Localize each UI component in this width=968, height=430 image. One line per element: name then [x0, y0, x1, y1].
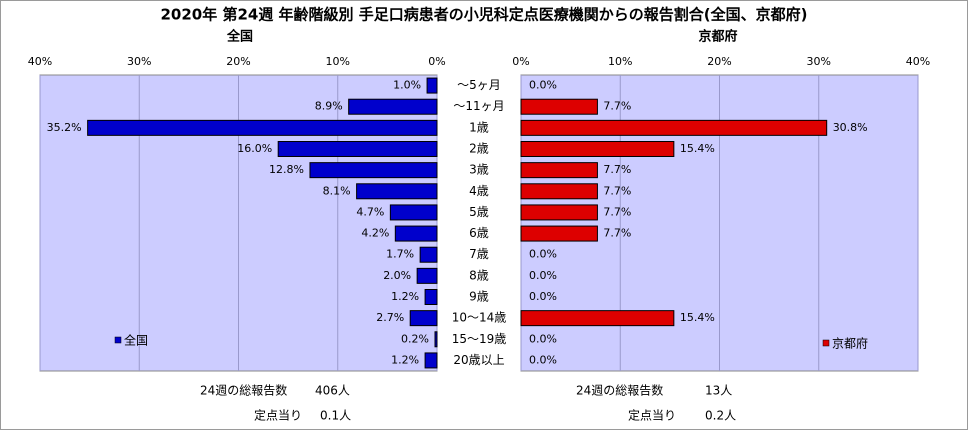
- tick-label-national: 20%: [226, 55, 250, 68]
- category-label: 15～19歳: [452, 332, 507, 346]
- category-label: 4歳: [469, 184, 489, 198]
- legend-label-kyoto: 京都府: [832, 336, 868, 351]
- category-label: 10～14歳: [452, 311, 507, 325]
- value-label-national: 4.2%: [361, 227, 389, 240]
- bar-national: [356, 183, 438, 200]
- category-label: 5歳: [469, 205, 489, 219]
- bar-kyoto: [520, 141, 675, 157]
- value-label-kyoto: 0.0%: [529, 269, 557, 282]
- value-label-kyoto: 0.0%: [529, 353, 557, 366]
- bar-national: [434, 331, 438, 348]
- bar-national: [424, 289, 438, 305]
- kyoto-per-label: 定点当り: [628, 408, 676, 423]
- value-label-national: 2.0%: [383, 269, 411, 282]
- bar-kyoto: [520, 98, 598, 115]
- legend-swatch-kyoto: [822, 339, 830, 347]
- tick-label-national: 10%: [326, 55, 350, 68]
- bar-national: [416, 267, 438, 284]
- bar-national: [87, 119, 438, 136]
- value-label-national: 16.0%: [237, 142, 272, 155]
- tick-label-national: 0%: [428, 55, 445, 68]
- category-label: 1歳: [469, 120, 489, 134]
- national-per-value: 0.1人: [320, 409, 351, 423]
- value-label-kyoto: 7.7%: [603, 100, 631, 113]
- value-label-kyoto: 7.7%: [603, 184, 631, 197]
- bar-kyoto: [520, 162, 598, 179]
- chart-title: 2020年 第24週 年齢階級別 手足口病患者の小児科定点医療機関からの報告割合…: [160, 6, 807, 24]
- value-label-national: 1.0%: [393, 79, 421, 92]
- legend-label-national: 全国: [124, 333, 148, 348]
- category-label: 8歳: [469, 268, 489, 282]
- value-label-kyoto: 0.0%: [529, 79, 557, 92]
- bar-national: [277, 141, 438, 157]
- bar-national: [426, 77, 438, 94]
- category-label: 20歳以上: [453, 353, 504, 367]
- category-label: ～5ヶ月: [457, 78, 501, 92]
- value-label-national: 8.1%: [323, 184, 351, 197]
- bar-national: [309, 162, 438, 179]
- bar-national: [424, 352, 438, 369]
- bar-national: [389, 204, 438, 221]
- bar-national: [409, 310, 438, 327]
- value-label-national: 2.7%: [376, 311, 404, 324]
- national-per-label: 定点当り: [254, 408, 302, 423]
- tick-label-kyoto: 10%: [608, 55, 632, 68]
- bar-kyoto: [520, 119, 828, 136]
- tick-label-kyoto: 40%: [906, 55, 930, 68]
- kyoto-total-label: 24週の総報告数: [576, 383, 663, 398]
- value-label-national: 1.2%: [391, 353, 419, 366]
- panel-title-national: 全国: [226, 29, 253, 45]
- tick-label-kyoto: 30%: [807, 55, 831, 68]
- bar-kyoto: [520, 183, 598, 200]
- tick-label-national: 40%: [28, 55, 52, 68]
- value-label-national: 4.7%: [356, 205, 384, 218]
- bar-national: [348, 98, 438, 115]
- bar-kyoto: [520, 310, 675, 327]
- value-label-kyoto: 7.7%: [603, 205, 631, 218]
- value-label-national: 1.2%: [391, 290, 419, 303]
- value-label-kyoto: 30.8%: [833, 121, 868, 134]
- legend-swatch-national: [114, 336, 122, 344]
- bar-national: [394, 225, 438, 242]
- bar-national: [419, 246, 438, 263]
- tick-label-kyoto: 0%: [512, 55, 529, 68]
- bar-kyoto: [520, 225, 598, 242]
- value-label-national: 0.2%: [401, 332, 429, 345]
- value-label-national: 35.2%: [47, 121, 82, 134]
- value-label-national: 1.7%: [386, 248, 414, 261]
- national-total-value: 406人: [315, 384, 350, 398]
- value-label-kyoto: 0.0%: [529, 290, 557, 303]
- value-label-kyoto: 7.7%: [603, 163, 631, 176]
- value-label-national: 8.9%: [315, 100, 343, 113]
- kyoto-per-value: 0.2人: [705, 409, 736, 423]
- category-label: 9歳: [469, 290, 489, 304]
- category-label: 3歳: [469, 163, 489, 177]
- value-label-kyoto: 15.4%: [680, 311, 715, 324]
- kyoto-total-value: 13人: [705, 384, 732, 398]
- value-label-kyoto: 0.0%: [529, 248, 557, 261]
- tick-label-kyoto: 20%: [707, 55, 731, 68]
- national-total-label: 24週の総報告数: [200, 383, 287, 398]
- tick-label-national: 30%: [127, 55, 151, 68]
- category-label: ～11ヶ月: [453, 99, 504, 113]
- value-label-national: 12.8%: [269, 163, 304, 176]
- bar-kyoto: [520, 204, 598, 221]
- category-label: 7歳: [469, 247, 489, 261]
- category-label: 2歳: [469, 142, 489, 156]
- category-label: 6歳: [469, 226, 489, 240]
- panel-title-kyoto: 京都府: [698, 29, 737, 45]
- value-label-kyoto: 15.4%: [680, 142, 715, 155]
- value-label-kyoto: 0.0%: [529, 332, 557, 345]
- value-label-kyoto: 7.7%: [603, 227, 631, 240]
